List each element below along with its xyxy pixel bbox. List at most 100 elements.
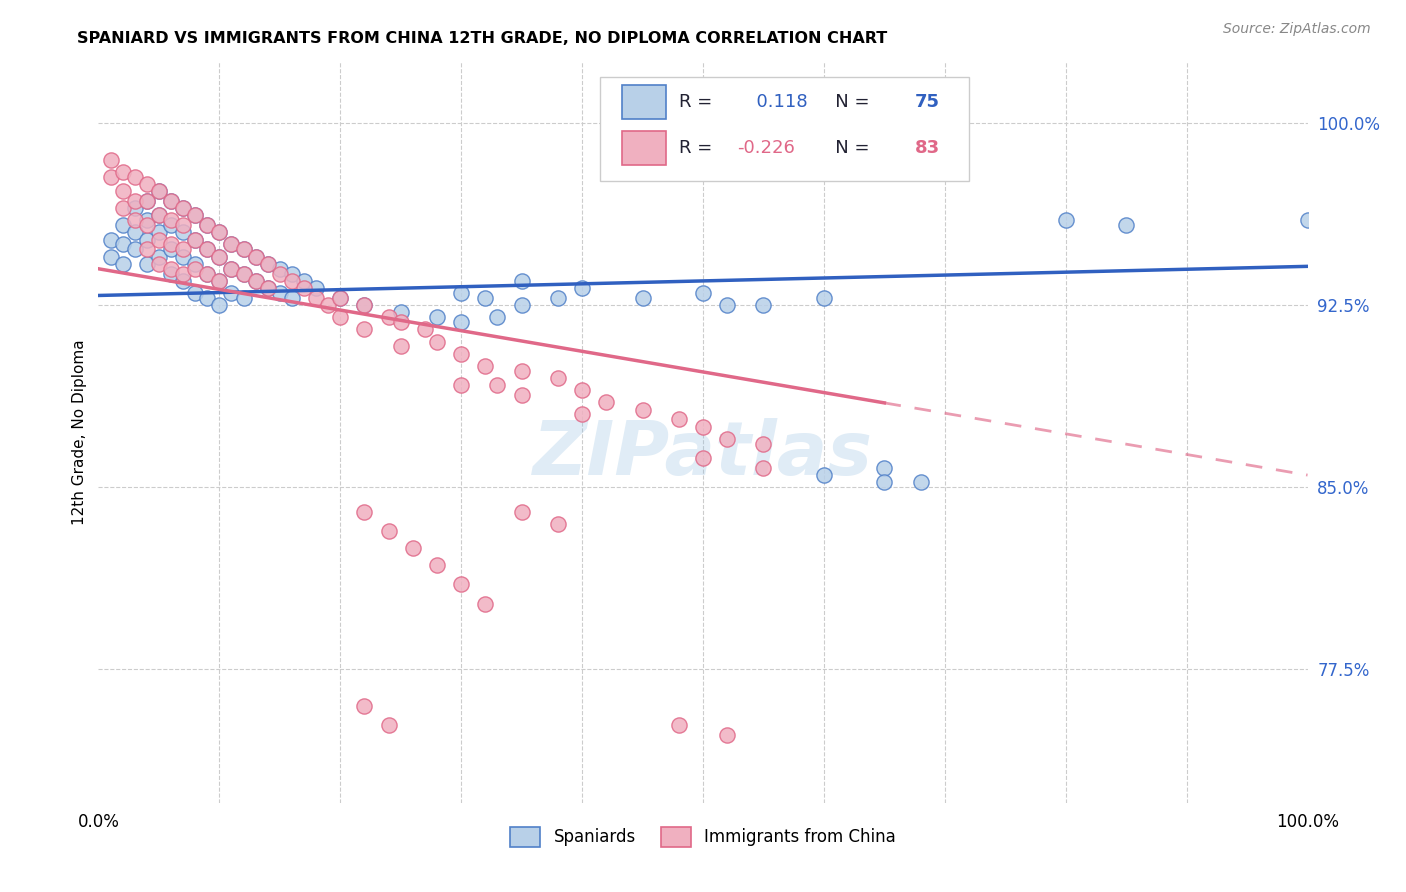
Point [184,261,207,276]
Point [510,504,533,518]
Text: N =: N = [818,93,875,111]
Point [292,274,315,288]
Point [135,194,157,208]
Point [184,286,207,301]
Point [135,257,157,271]
Point [353,504,375,518]
Point [474,597,496,611]
Point [353,298,375,312]
Point [450,286,472,301]
Point [135,243,157,257]
Point [160,213,183,227]
Point [172,250,194,264]
Point [124,169,146,184]
Point [486,310,509,325]
Point [292,281,315,295]
Text: SPANIARD VS IMMIGRANTS FROM CHINA 12TH GRADE, NO DIPLOMA CORRELATION CHART: SPANIARD VS IMMIGRANTS FROM CHINA 12TH G… [77,31,887,46]
Point [716,432,738,446]
Point [873,475,896,490]
Point [389,305,412,319]
Text: R =: R = [679,93,718,111]
Point [256,257,278,271]
Point [281,291,304,305]
Point [160,237,183,252]
Point [135,194,157,208]
Point [124,213,146,227]
Point [329,310,352,325]
Point [377,310,399,325]
Point [124,201,146,215]
Point [716,728,738,742]
Point [148,208,170,222]
Point [353,698,375,713]
Point [631,291,654,305]
Point [752,460,775,475]
Point [232,267,254,281]
Point [389,315,412,329]
Point [910,475,932,490]
Point [426,310,449,325]
Point [111,218,134,232]
Point [208,225,231,239]
Point [124,225,146,239]
Point [160,194,183,208]
Point [221,237,243,252]
Point [377,718,399,732]
Point [195,243,218,257]
Point [208,250,231,264]
Point [232,243,254,257]
Point [1054,213,1077,227]
Point [208,298,231,312]
Point [160,267,183,281]
Point [232,243,254,257]
Point [256,281,278,295]
Point [329,291,352,305]
Point [195,243,218,257]
Point [111,237,134,252]
Text: Source: ZipAtlas.com: Source: ZipAtlas.com [1223,22,1371,37]
Point [474,359,496,373]
Point [305,291,328,305]
Point [148,184,170,198]
Point [1115,218,1137,232]
Point [195,267,218,281]
Point [571,383,593,397]
Point [813,291,835,305]
Point [172,243,194,257]
Point [124,194,146,208]
Point [450,577,472,591]
Point [426,334,449,349]
Point [281,274,304,288]
Point [813,468,835,483]
Point [510,364,533,378]
Point [232,291,254,305]
Point [510,274,533,288]
Point [232,267,254,281]
Point [208,250,231,264]
Point [510,298,533,312]
Point [221,286,243,301]
Bar [621,85,665,119]
Point [402,541,425,555]
Point [353,322,375,336]
Point [111,257,134,271]
Point [377,524,399,538]
Point [148,225,170,239]
Point [221,261,243,276]
Legend: Spaniards, Immigrants from China: Spaniards, Immigrants from China [503,820,903,854]
Point [124,243,146,257]
Point [195,267,218,281]
Point [135,218,157,232]
Point [172,267,194,281]
Point [160,243,183,257]
Point [450,315,472,329]
Point [752,436,775,450]
Point [148,250,170,264]
Point [100,169,122,184]
Point [184,208,207,222]
Bar [621,131,665,165]
Point [571,408,593,422]
Point [329,291,352,305]
Point [100,233,122,247]
Point [208,274,231,288]
